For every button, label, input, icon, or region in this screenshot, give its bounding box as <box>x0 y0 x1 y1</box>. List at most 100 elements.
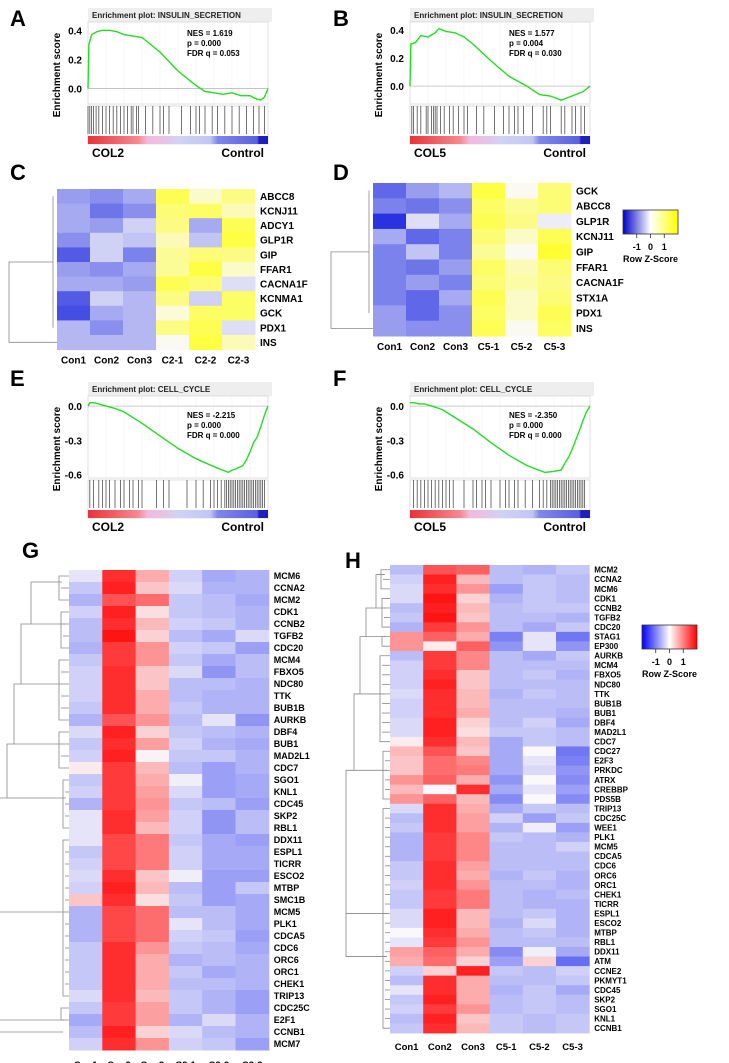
heatmap-cell <box>423 803 457 814</box>
heatmap-cell <box>102 930 137 943</box>
heatmap-cell <box>522 870 557 881</box>
row-label: TGFB2 <box>594 613 621 622</box>
y-axis-label: Enrichment score <box>52 406 63 491</box>
heatmap-cell <box>456 593 491 604</box>
row-label: TTK <box>594 690 610 699</box>
heatmap-cell <box>90 232 124 248</box>
dendrogram-branch <box>382 750 390 800</box>
heatmap-cell <box>390 631 424 642</box>
heatmap-cell <box>489 708 524 719</box>
row-label: CCNB1 <box>594 1024 622 1033</box>
heatmap-cell <box>390 947 424 958</box>
heatmap-cell <box>489 603 524 614</box>
plot-title: Enrichment plot: INSULIN_SECRETION <box>92 11 241 20</box>
heatmap-cell <box>168 954 203 967</box>
heatmap-cell <box>69 942 103 955</box>
dendrogram-branch <box>0 1019 64 1021</box>
heatmap-cell <box>456 985 491 996</box>
heatmap-cell <box>423 813 457 824</box>
heatmap-cell <box>505 274 539 291</box>
stat-label: p = 0.004 <box>509 39 544 48</box>
heatmap-cell <box>168 906 203 919</box>
row-label: RBL1 <box>594 938 615 947</box>
heatmap-cell <box>373 320 407 337</box>
heatmap-d: GCK ABCC8 GLP1R KCNJ11 GIP FFAR1 CACNA1F STX1A P… <box>330 183 679 353</box>
heatmap-cell <box>556 603 590 614</box>
heatmap-cell <box>390 899 424 910</box>
scale-tick-label: 1 <box>662 242 667 252</box>
heatmap-cell <box>235 870 270 883</box>
heatmap-cell <box>522 670 557 681</box>
heatmap-cell <box>135 594 170 607</box>
heatmap-cell <box>168 582 203 595</box>
heatmap-cell <box>456 975 491 986</box>
heatmap-cell <box>522 727 557 738</box>
heatmap-cell <box>168 690 203 703</box>
row-label: ATRX <box>594 776 616 785</box>
heatmap-cell <box>189 335 223 351</box>
heatmap-cell <box>202 786 236 799</box>
heatmap-cell <box>202 966 236 979</box>
row-label: SGO1 <box>274 775 299 785</box>
panel-label-f: F <box>333 366 347 391</box>
heatmap-cell <box>189 305 223 321</box>
color-scale-bar <box>622 209 679 235</box>
heatmap-cell <box>456 822 491 833</box>
heatmap-cell <box>168 606 203 619</box>
heatmap-cell <box>556 870 590 881</box>
heatmap-cell <box>406 213 440 230</box>
heatmap-cell <box>456 861 491 872</box>
row-label: KCNJ11 <box>576 232 614 243</box>
dendrogram-branch <box>20 623 62 685</box>
heatmap-cell <box>135 870 170 883</box>
column-label: Con3 <box>140 1060 164 1063</box>
heatmap-cell <box>456 765 491 776</box>
heatmap-cell <box>235 954 270 967</box>
heatmap-cell <box>423 956 457 967</box>
row-label: SKP2 <box>594 995 615 1004</box>
heatmap-cell <box>390 746 424 757</box>
row-label: TRIP13 <box>274 991 305 1001</box>
heatmap-cell <box>235 990 270 1003</box>
stat-label: p = 0.000 <box>187 421 222 430</box>
heatmap-cell <box>57 291 91 307</box>
y-tick-label: 0.0 <box>390 82 404 93</box>
heatmap-cell <box>57 218 91 234</box>
heatmap-cell <box>439 183 473 199</box>
dendrogram-branch <box>60 1007 69 1021</box>
row-label: GLP1R <box>260 236 294 247</box>
heatmap-cell <box>439 320 473 337</box>
dendrogram-branch <box>330 251 373 329</box>
heatmap-cell <box>423 631 457 642</box>
heatmap-cell <box>202 846 236 859</box>
heatmap-cell <box>202 690 236 703</box>
heatmap-cell <box>102 594 137 607</box>
heatmap-cell <box>522 927 557 938</box>
heatmap-cell <box>69 618 103 631</box>
heatmap-cell <box>489 813 524 824</box>
heatmap-cell <box>69 582 103 595</box>
heatmap-cell <box>102 798 137 811</box>
heatmap-cell <box>102 606 137 619</box>
heatmap-cell <box>235 582 270 595</box>
heatmap-cell <box>57 203 91 219</box>
heatmap-cell <box>472 198 506 215</box>
heatmap-cell <box>556 670 590 681</box>
heatmap-cell <box>522 708 557 719</box>
heatmap-cell <box>57 189 91 205</box>
heatmap-cell <box>69 606 103 619</box>
row-label: CDK1 <box>274 607 299 617</box>
heatmap-cell <box>456 956 491 967</box>
heatmap-cell <box>202 954 236 967</box>
heatmap-cell <box>90 189 124 205</box>
heatmap-cell <box>135 690 170 703</box>
heatmap-cell <box>189 232 223 248</box>
row-label: TICRR <box>274 859 302 869</box>
heatmap-cell <box>69 594 103 607</box>
heatmap-cell <box>135 1014 170 1027</box>
heatmap-cell <box>505 183 539 199</box>
heatmap-cell <box>556 813 590 824</box>
heatmap-cell <box>235 1014 270 1027</box>
heatmap-cell <box>373 290 407 306</box>
row-label: MCM7 <box>274 1039 301 1049</box>
